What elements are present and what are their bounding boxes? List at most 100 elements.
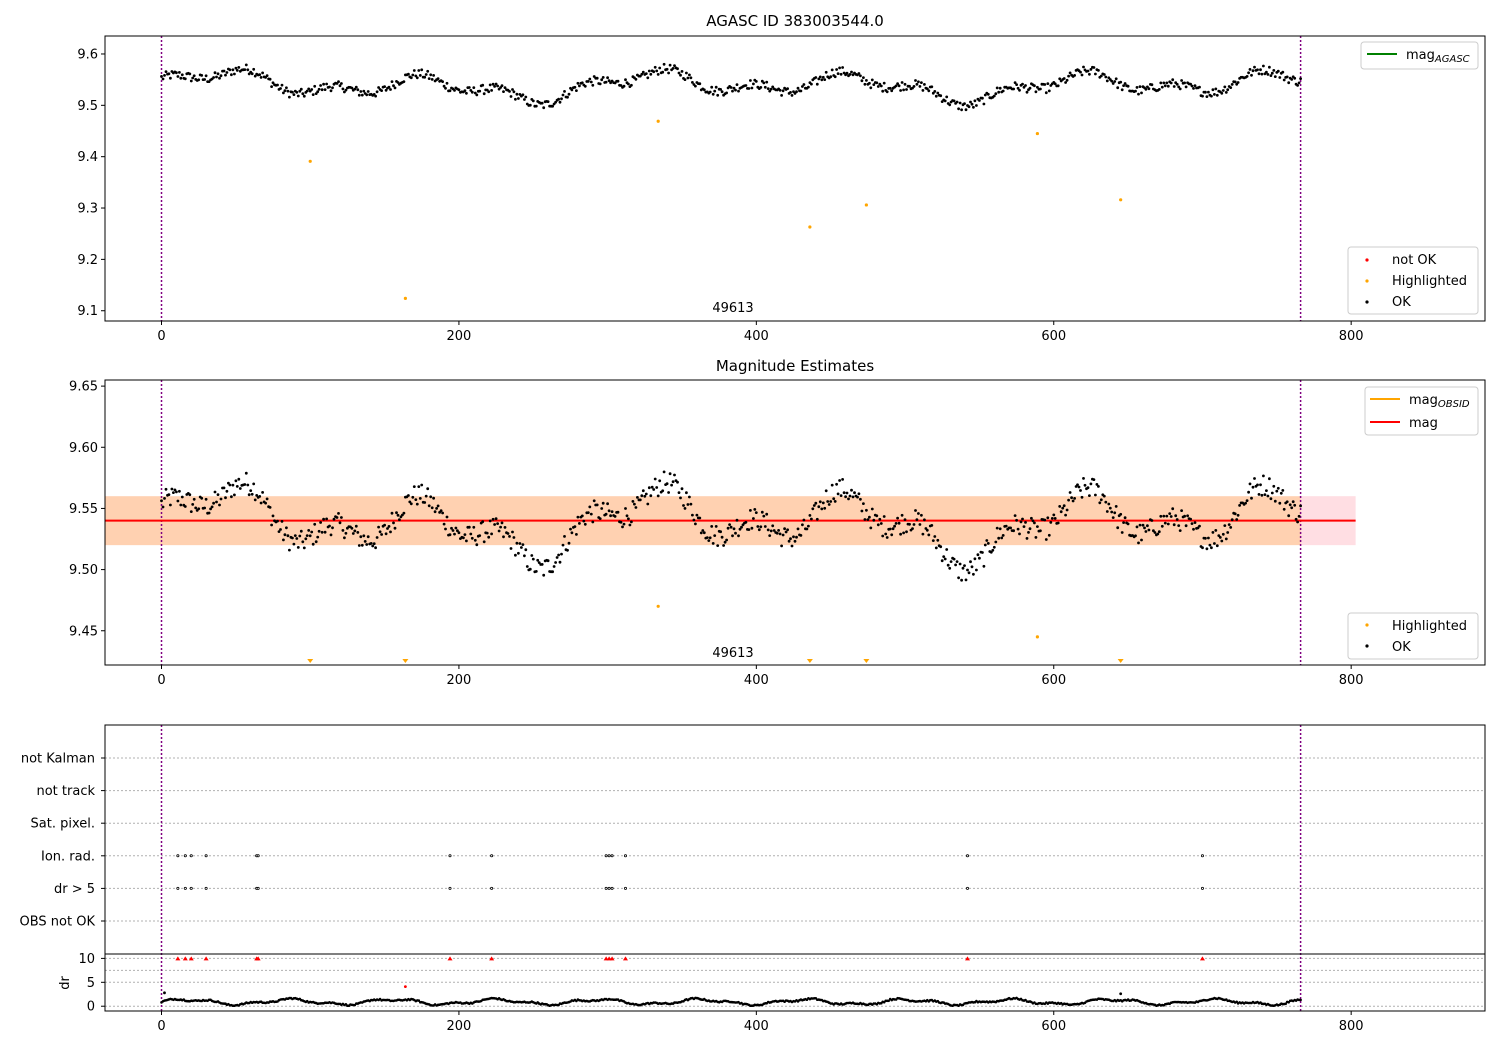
ok-point-535 bbox=[955, 100, 959, 104]
ok-point-139 bbox=[366, 90, 370, 93]
ok-point-5 bbox=[167, 72, 171, 76]
ok-point-134 bbox=[359, 535, 363, 539]
ok-point-0 bbox=[160, 75, 163, 78]
ok-point-62 bbox=[252, 67, 256, 71]
ok-point-463 bbox=[848, 494, 852, 498]
ok-point-33 bbox=[209, 507, 213, 511]
ok-point-715 bbox=[1223, 524, 1227, 527]
ok-point-198 bbox=[454, 526, 458, 530]
ok-point-309 bbox=[619, 520, 623, 524]
ok-point-170 bbox=[412, 485, 416, 488]
ok-point-143 bbox=[372, 542, 376, 546]
y-tick-label-2: 9.55 bbox=[69, 502, 98, 517]
ok-point-393 bbox=[744, 84, 748, 87]
ok-point-640 bbox=[1111, 516, 1115, 519]
clipped-marker-3 bbox=[863, 659, 870, 663]
panel2-line-legend: magOBSID mag bbox=[1364, 386, 1479, 436]
ok-point-216 bbox=[481, 83, 485, 87]
ok-point-450 bbox=[829, 500, 833, 503]
ok-point-121 bbox=[340, 516, 343, 519]
ok-point-98 bbox=[305, 534, 309, 537]
ok-point-476 bbox=[868, 81, 871, 85]
ok-point-51 bbox=[235, 485, 239, 488]
ok-point-446 bbox=[823, 78, 827, 81]
ok-point-445 bbox=[821, 75, 825, 79]
ok-point-58 bbox=[246, 68, 250, 72]
ok-point-210 bbox=[472, 525, 476, 529]
ok-point-575 bbox=[1015, 518, 1018, 522]
ok-point-245 bbox=[524, 548, 528, 552]
ok-point-642 bbox=[1114, 505, 1118, 508]
ok-point-400 bbox=[754, 80, 758, 83]
ok-point-374 bbox=[716, 93, 720, 97]
legend-label-not-ok: not OK bbox=[1392, 253, 1437, 268]
ok-point-252 bbox=[534, 570, 538, 573]
ok-point-643 bbox=[1116, 526, 1120, 530]
ok-point-249 bbox=[530, 554, 534, 557]
ok-point-464 bbox=[850, 488, 853, 492]
ok-point-328 bbox=[647, 69, 651, 73]
ok-point-230 bbox=[502, 90, 505, 93]
ok-point-637 bbox=[1107, 502, 1111, 506]
ok-point-46 bbox=[228, 483, 232, 487]
ok-point-396 bbox=[749, 79, 752, 82]
ok-point-710 bbox=[1215, 544, 1219, 548]
ok-point-680 bbox=[1171, 78, 1175, 82]
legend-label-ok: OK bbox=[1392, 295, 1411, 310]
dr-capped-5 bbox=[255, 956, 261, 961]
ok-point-566 bbox=[1001, 534, 1005, 537]
flag-point-1-3 bbox=[204, 886, 208, 890]
ok-point-333 bbox=[655, 486, 659, 489]
ok-point-326 bbox=[644, 72, 648, 75]
ok-point-32 bbox=[207, 511, 211, 515]
ok-point-745 bbox=[1268, 65, 1271, 69]
ok-point-544 bbox=[969, 560, 972, 564]
ok-point-483 bbox=[878, 517, 882, 521]
ok-point-208 bbox=[469, 532, 473, 536]
ok-point-35 bbox=[212, 501, 216, 505]
ok-point-315 bbox=[628, 523, 632, 527]
ok-point-71 bbox=[265, 74, 269, 77]
ok-point-357 bbox=[691, 513, 694, 517]
panel1-x-ticks: 0 200 400 600 800 bbox=[157, 321, 1364, 344]
ok-point-485 bbox=[881, 89, 885, 93]
ok-point-225 bbox=[494, 517, 498, 521]
y-tick-label-4: 9.5 bbox=[77, 99, 98, 114]
ok-point-638 bbox=[1108, 506, 1112, 510]
ok-point-178 bbox=[424, 494, 428, 498]
ok-point-260 bbox=[546, 559, 550, 563]
ok-point-537 bbox=[958, 562, 962, 566]
ok-point-492 bbox=[891, 527, 895, 531]
ok-point-85 bbox=[286, 534, 290, 538]
ok-point-496 bbox=[897, 521, 901, 525]
ok-point-411 bbox=[771, 85, 775, 89]
ok-point-766 bbox=[1299, 504, 1302, 508]
ok-point-40 bbox=[219, 497, 223, 501]
ok-point-759 bbox=[1288, 503, 1292, 507]
ok-point-388 bbox=[737, 89, 740, 93]
ok-point-406 bbox=[763, 85, 767, 89]
ok-point-422 bbox=[787, 539, 791, 543]
ok-point-335 bbox=[658, 479, 662, 483]
ok-point-22 bbox=[192, 74, 196, 78]
ok-point-755 bbox=[1282, 78, 1286, 82]
ok-point-156 bbox=[392, 521, 395, 525]
ok-point-163 bbox=[402, 511, 406, 515]
flag-point-2-11 bbox=[623, 854, 627, 858]
ok-point-628 bbox=[1094, 72, 1097, 76]
ok-point-323 bbox=[640, 494, 644, 498]
ok-point-34 bbox=[210, 505, 214, 509]
ok-point-135 bbox=[360, 93, 364, 97]
ok-point-188 bbox=[439, 509, 443, 513]
ok-point-744 bbox=[1266, 494, 1270, 498]
ok-point-49 bbox=[233, 493, 236, 497]
ok-point-469 bbox=[857, 72, 861, 75]
ok-point-217 bbox=[482, 540, 486, 544]
flag-point-1-11 bbox=[623, 886, 627, 890]
ok-point-265 bbox=[554, 100, 557, 104]
ok-point-347 bbox=[676, 67, 679, 71]
ok-point-335 bbox=[658, 66, 662, 70]
panel1-annotation: 49613 bbox=[712, 301, 753, 316]
ok-point-505 bbox=[911, 527, 914, 530]
x-tick-label-1: 200 bbox=[447, 329, 472, 344]
